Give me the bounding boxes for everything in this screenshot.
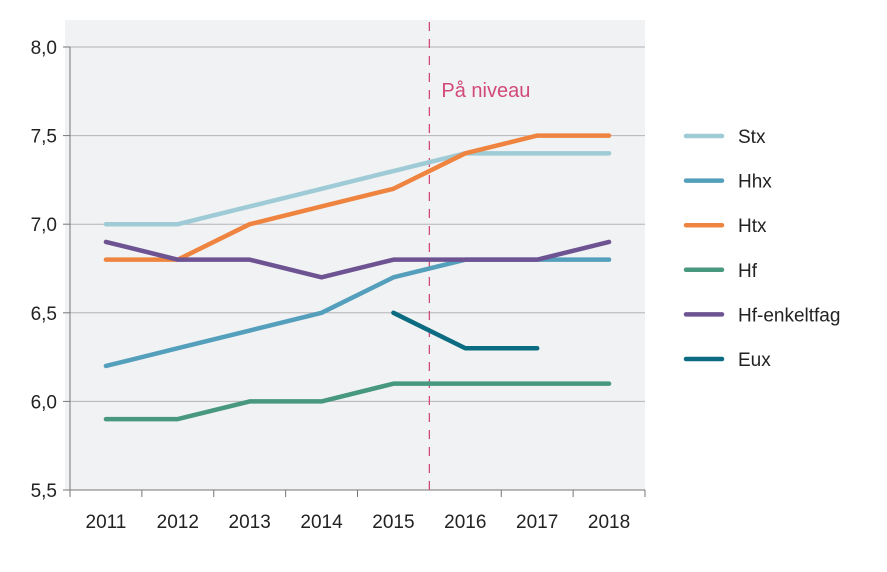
- legend-label: Htx: [738, 216, 767, 237]
- legend-label: Stx: [738, 127, 766, 148]
- x-tick-label: 2015: [372, 512, 414, 533]
- x-tick-label: 2012: [157, 512, 199, 533]
- series-line-htx: [103, 133, 612, 262]
- legend-label: Hf-enkeltfag: [738, 305, 840, 326]
- y-tick-label: 8,0: [31, 38, 57, 59]
- x-tick-label: 2013: [229, 512, 271, 533]
- x-tick-label: 2014: [300, 512, 343, 533]
- x-tick-label: 2016: [444, 512, 486, 533]
- y-tick-label: 6,0: [31, 392, 57, 413]
- x-tick-label: 2017: [516, 512, 558, 533]
- y-tick-label: 7,5: [31, 127, 57, 148]
- x-tick-label: 2018: [588, 512, 630, 533]
- y-tick-label: 6,5: [31, 304, 57, 325]
- series-line-hf: [103, 381, 612, 422]
- legend-label: Hf: [738, 261, 758, 282]
- y-tick-label: 7,0: [31, 215, 57, 236]
- x-tick-label: 2011: [86, 512, 127, 533]
- series-line-hf-enkeltfag: [103, 239, 612, 280]
- legend-label: Hhx: [738, 172, 772, 193]
- annotation-label: På niveau: [441, 80, 530, 102]
- series-line-stx: [103, 151, 612, 227]
- legend-label: Eux: [738, 350, 771, 371]
- y-tick-label: 5,5: [31, 481, 57, 502]
